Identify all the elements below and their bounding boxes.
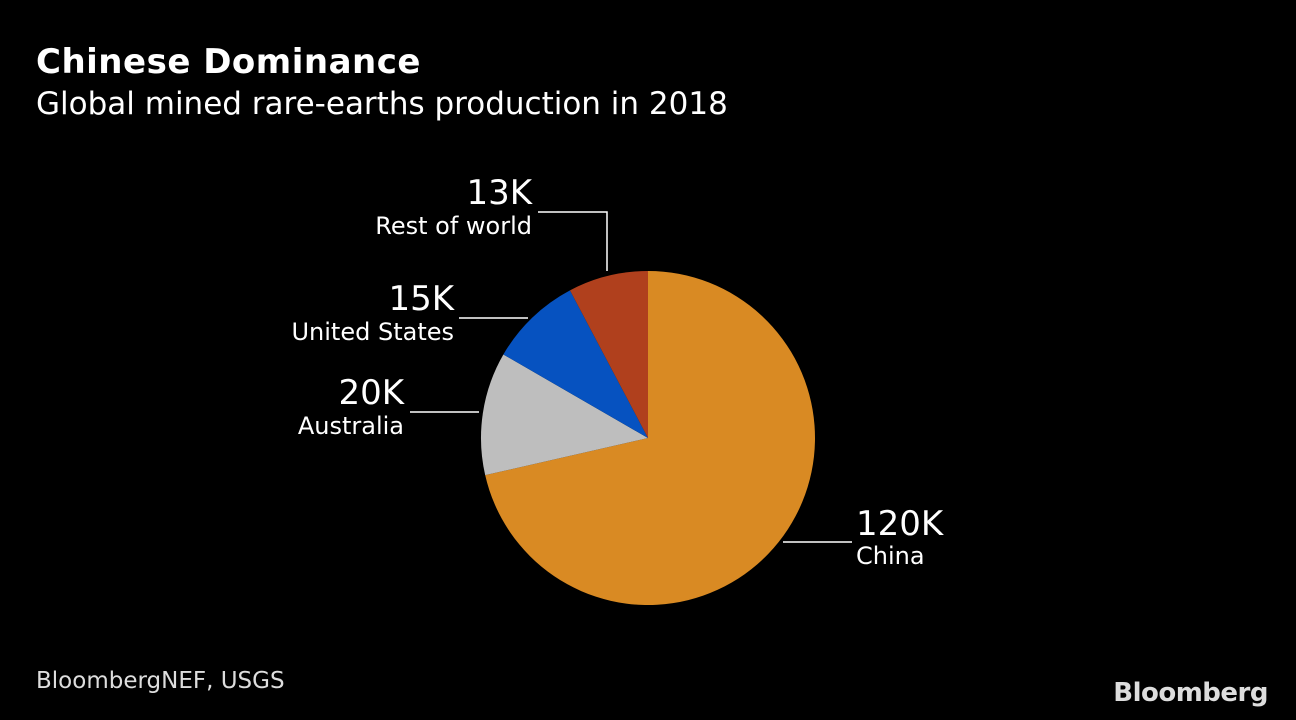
chart-title: Chinese Dominance xyxy=(36,42,421,82)
pie-slice-china xyxy=(485,271,815,605)
bloomberg-logo: Bloomberg xyxy=(1113,678,1268,708)
category-label-rest-of-world: Rest of world xyxy=(375,212,532,240)
source-note: BloombergNEF, USGS xyxy=(36,668,285,694)
category-label-china: China xyxy=(856,542,925,570)
chart-subtitle: Global mined rare-earths production in 2… xyxy=(36,86,728,122)
pie-slice-australia xyxy=(481,354,648,476)
value-label-rest-of-world: 13K xyxy=(466,173,533,213)
value-label-china: 120K xyxy=(856,504,945,544)
value-label-australia: 20K xyxy=(338,373,405,413)
pie-slice-united-states xyxy=(503,290,648,438)
pie-slice-rest-of-world xyxy=(569,271,648,438)
category-label-united-states: United States xyxy=(291,318,454,346)
value-label-united-states: 15K xyxy=(388,279,455,319)
leader-line-rest-of-world xyxy=(538,211,608,271)
category-label-australia: Australia xyxy=(298,412,404,440)
